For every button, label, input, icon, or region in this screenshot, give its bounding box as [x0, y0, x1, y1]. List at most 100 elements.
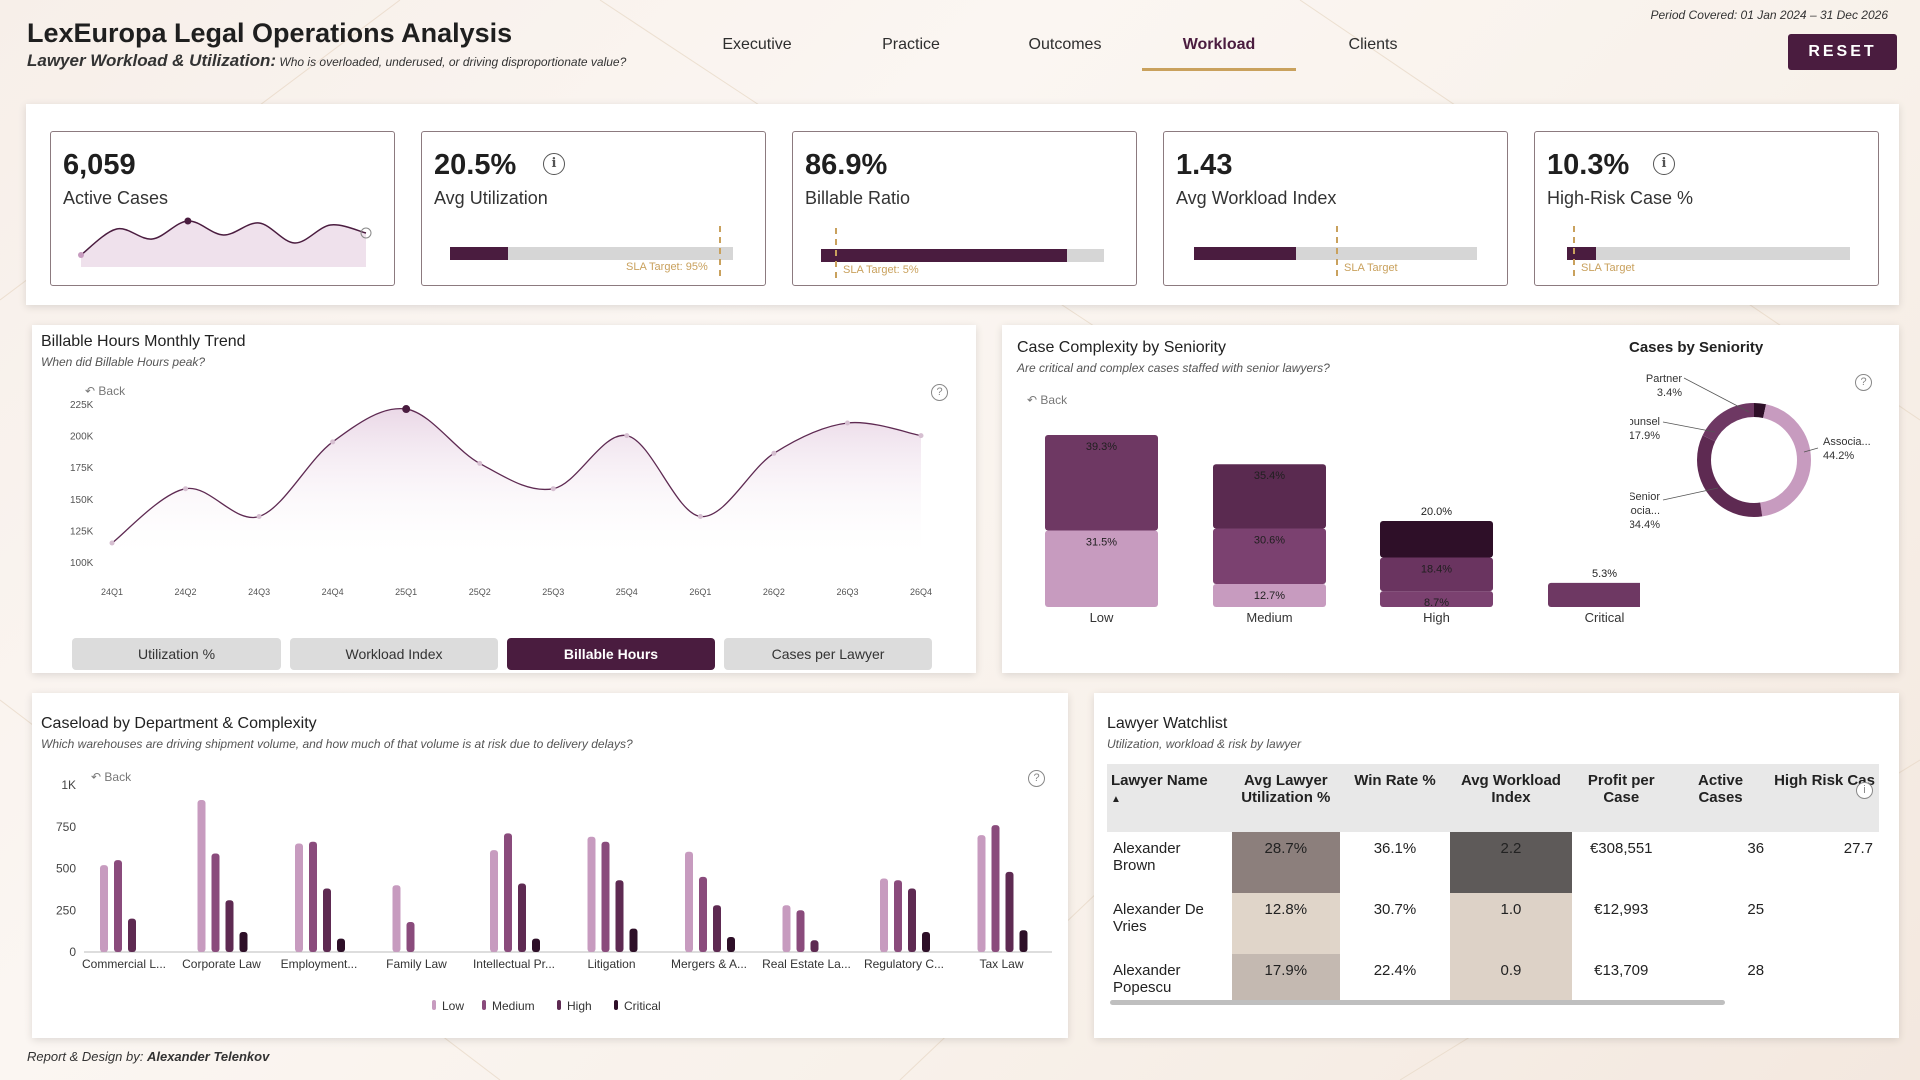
nav-executive[interactable]: Executive [722, 36, 792, 53]
donut-label-name: Counsel [1630, 416, 1660, 428]
kpi-high-risk-pct[interactable]: 10.3% i High-Risk Case % SLA Target [1534, 131, 1879, 286]
stack-segment [1548, 582, 1640, 607]
caseload-bar [713, 905, 721, 952]
kpi-avg-workload-index[interactable]: 1.43 Avg Workload Index SLA Target [1163, 131, 1508, 286]
col-header[interactable]: Avg Workload Index [1450, 764, 1572, 832]
stack-segment [1380, 521, 1493, 558]
kpi-active-cases[interactable]: 6,059 Active Cases [50, 131, 395, 286]
caseload-bar [114, 860, 122, 952]
x-category-label: Family Law [386, 957, 447, 971]
kpi-avg-utilization[interactable]: 20.5% i Avg Utilization SLA Target: 95% [421, 131, 766, 286]
stack-segment [1213, 464, 1326, 529]
subtitle-bold: Lawyer Workload & Utilization: [27, 51, 277, 70]
segment-label: 30.6% [1254, 534, 1285, 546]
caseload-bar [908, 888, 916, 952]
kpi-value: 20.5% [434, 149, 517, 181]
sla-label: SLA Target [1344, 262, 1398, 274]
cell-win: 30.7% [1373, 901, 1417, 918]
segment-label: 35.4% [1254, 470, 1285, 482]
x-tick-label: 26Q4 [910, 587, 932, 597]
table-row[interactable]: Alexander De Vries 12.8% 30.7% 1.0 €12,9… [1107, 893, 1879, 954]
info-icon[interactable]: i [543, 153, 565, 175]
caseload-bar [922, 931, 930, 952]
kpi-billable-ratio[interactable]: 86.9% Billable Ratio SLA Target: 5% [792, 131, 1137, 286]
x-category-label: Corporate Law [182, 957, 261, 971]
nav-outcomes[interactable]: Outcomes [1028, 36, 1102, 53]
x-tick-label: 25Q1 [395, 587, 417, 597]
col-header[interactable]: Profit per Case [1571, 764, 1671, 832]
back-button[interactable]: ↶ Back [91, 770, 131, 784]
cell-util: 17.9% [1232, 954, 1340, 1000]
x-tick-label: 24Q1 [101, 587, 123, 597]
y-tick-label: 500 [56, 862, 76, 876]
col-header[interactable]: Active Cases [1671, 764, 1771, 832]
panel-title: Caseload by Department & Complexity [41, 715, 317, 732]
segment-label: 18.4% [1421, 564, 1452, 576]
col-header[interactable]: Avg Lawyer Utilization % [1232, 764, 1340, 832]
caseload-bar [601, 841, 610, 952]
kpi-strip: 6,059 Active Cases 20.5% i Avg Utilizati… [26, 104, 1899, 305]
trend-point [918, 433, 924, 439]
trend-area [112, 408, 921, 562]
caseload-bar [782, 905, 791, 952]
back-button[interactable]: ↶ Back [85, 384, 125, 398]
donut-label-pct: 3.4% [1657, 387, 1682, 399]
tab-billable-hours[interactable]: Billable Hours [507, 638, 715, 670]
stack-segment [1213, 583, 1326, 607]
footer-credit: Report & Design by: Alexander Telenkov [27, 1049, 269, 1064]
caseload-bar [100, 865, 108, 952]
info-icon[interactable]: i [1856, 782, 1873, 799]
back-label: Back [1040, 393, 1068, 407]
nav-practice[interactable]: Practice [882, 36, 940, 53]
seniority-donut-chart: Partner 3.4% Counsel 17.9% Associa... 44.2% Se… [1630, 373, 1871, 531]
col-header[interactable]: Win Rate % [1339, 764, 1451, 832]
donut-slice [1697, 403, 1811, 517]
back-label: Back [98, 384, 126, 398]
caseload-bar [504, 833, 512, 952]
table-horizontal-scrollbar[interactable] [1110, 1000, 1725, 1005]
y-tick-label: 125K [70, 526, 94, 537]
kpi-label: Avg Utilization [434, 188, 548, 208]
y-tick-label: 225K [70, 400, 94, 411]
back-arrow-icon: ↶ [1027, 393, 1041, 407]
leader-line [1683, 377, 1750, 413]
stack-segment [1045, 530, 1158, 607]
y-tick-label: 100K [70, 558, 94, 569]
y-tick-label: 200K [70, 432, 94, 443]
x-category-label: Critical [1585, 610, 1625, 625]
caseload-bar [685, 851, 693, 952]
kpi-value: 10.3% [1547, 149, 1630, 181]
cell-profit: €308,551 [1589, 840, 1653, 857]
nav-clients[interactable]: Clients [1348, 36, 1398, 53]
donut-label-name: Associa... [1823, 436, 1871, 448]
tab-cases-per-lawyer[interactable]: Cases per Lawyer [724, 638, 932, 670]
back-button[interactable]: ↶ Back [1027, 393, 1067, 407]
period-covered: Period Covered: 01 Jan 2024 – 31 Dec 202… [1650, 8, 1889, 22]
nav-workload[interactable]: Workload [1142, 24, 1296, 71]
segment-label: 5.3% [1592, 568, 1617, 580]
tab-utilization[interactable]: Utilization % [72, 638, 281, 670]
help-icon[interactable]: ? [1028, 770, 1045, 787]
legend-swatch [432, 1000, 436, 1010]
kpi-label: High-Risk Case % [1547, 188, 1694, 208]
table-row[interactable]: Alexander Brown 28.7% 36.1% 2.2 €308,551… [1107, 832, 1879, 893]
watchlist-table-wrap[interactable]: Lawyer Name ▲ Avg Lawyer Utilization % Wi… [1107, 764, 1879, 1000]
reset-button[interactable]: RESET [1788, 34, 1897, 70]
help-icon[interactable]: ? [1855, 374, 1872, 391]
cell-name: Alexander Brown [1113, 840, 1181, 874]
segment-label: 31.5% [1086, 536, 1117, 548]
caseload-bar [518, 883, 526, 952]
panel-subtitle: Which warehouses are driving shipment vo… [41, 737, 633, 751]
table-row[interactable]: Alexander Popescu 17.9% 22.4% 0.9 €13,70… [1107, 954, 1879, 1000]
col-header[interactable]: Lawyer Name ▲ [1107, 764, 1233, 832]
caseload-bar [727, 936, 735, 952]
help-icon[interactable]: ? [931, 384, 948, 401]
tab-workload-index[interactable]: Workload Index [290, 638, 498, 670]
info-icon[interactable]: i [1653, 153, 1675, 175]
caseload-bar [532, 938, 540, 952]
x-category-label: Commercial L... [82, 957, 166, 971]
panel-title: Lawyer Watchlist [1107, 715, 1228, 732]
leader-line [1803, 447, 1819, 453]
legend-label: High [567, 999, 592, 1013]
donut-label-pct: 34.4% [1630, 519, 1660, 531]
